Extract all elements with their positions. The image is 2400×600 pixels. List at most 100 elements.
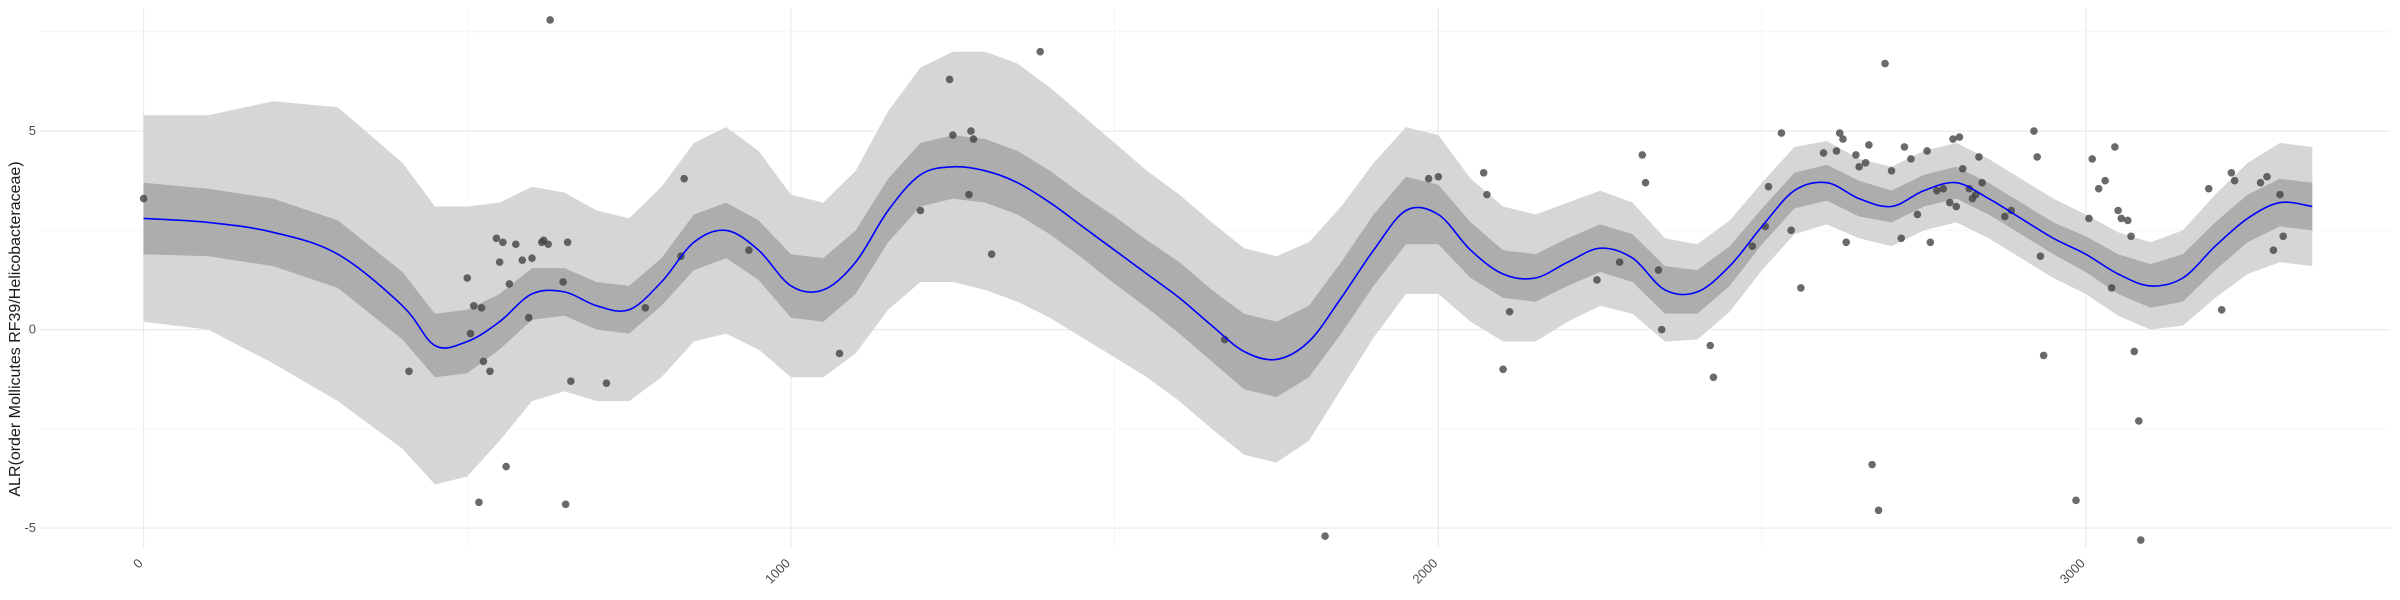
data-point xyxy=(1657,325,1666,334)
data-point xyxy=(1933,186,1941,195)
y-axis-title: ALR(order Mollicutes RF39/Helicobacterac… xyxy=(7,161,24,496)
y-tick-label: 0 xyxy=(29,322,36,337)
data-point xyxy=(1748,242,1757,251)
data-point xyxy=(559,278,567,286)
y-tick-label: 5 xyxy=(29,123,36,138)
data-point xyxy=(969,135,978,143)
data-point xyxy=(949,131,957,139)
data-point xyxy=(466,329,475,338)
smooth-trend-line xyxy=(143,165,2313,361)
data-point xyxy=(680,174,688,183)
data-point xyxy=(1923,147,1931,155)
data-point xyxy=(1868,460,1876,469)
data-point xyxy=(835,349,844,358)
data-point xyxy=(1654,266,1663,274)
data-point xyxy=(1881,59,1889,68)
data-point xyxy=(475,498,483,507)
data-point xyxy=(1861,159,1870,167)
data-point xyxy=(1874,506,1883,515)
data-point xyxy=(2230,176,2239,185)
data-point xyxy=(2036,252,2045,260)
data-point xyxy=(505,280,514,288)
data-point xyxy=(2030,127,2038,135)
data-point xyxy=(2135,417,2143,425)
data-point xyxy=(745,246,753,255)
data-point xyxy=(1897,234,1906,243)
data-point xyxy=(2263,172,2271,181)
data-point xyxy=(512,240,520,249)
data-point xyxy=(967,127,975,135)
data-point xyxy=(1483,190,1491,199)
data-point xyxy=(1424,174,1433,183)
data-point xyxy=(1835,129,1844,137)
data-point xyxy=(499,238,507,247)
data-point xyxy=(2276,190,2284,199)
data-point xyxy=(1434,172,1443,181)
data-point xyxy=(1958,165,1967,173)
data-point xyxy=(2072,496,2080,505)
data-point xyxy=(602,379,611,388)
data-point xyxy=(561,500,570,509)
data-point xyxy=(1900,143,1909,151)
data-point xyxy=(2217,305,2226,314)
data-point xyxy=(2269,246,2278,255)
data-points xyxy=(139,16,2287,544)
data-point xyxy=(2114,206,2122,215)
data-point xyxy=(1852,151,1860,159)
data-point xyxy=(1479,168,1488,177)
data-point xyxy=(1638,151,1647,159)
data-point xyxy=(1926,238,1935,247)
data-point xyxy=(916,206,925,215)
data-point xyxy=(2136,536,2145,544)
data-point xyxy=(2039,351,2048,360)
confidence-bands xyxy=(143,51,2313,485)
data-point xyxy=(1832,147,1841,155)
data-point xyxy=(492,234,501,243)
inner-confidence-band xyxy=(143,135,2313,398)
data-point xyxy=(2227,168,2236,177)
data-point xyxy=(1952,202,1961,211)
data-point xyxy=(2094,184,2103,193)
data-point xyxy=(1945,198,1954,207)
data-point xyxy=(1949,135,1957,143)
data-point xyxy=(518,256,527,264)
data-point xyxy=(544,240,552,249)
data-point xyxy=(2127,232,2135,241)
data-point xyxy=(1505,307,1514,316)
x-tick-label: 0 xyxy=(130,556,146,572)
data-point xyxy=(1865,141,1873,149)
data-point xyxy=(1777,129,1786,137)
data-point xyxy=(1887,166,1896,175)
data-point xyxy=(1641,178,1650,187)
data-point xyxy=(1499,365,1507,374)
data-point xyxy=(1036,47,1045,56)
data-point xyxy=(2088,155,2097,163)
outer-confidence-band xyxy=(143,51,2313,485)
data-point xyxy=(477,303,486,312)
data-point xyxy=(987,250,996,258)
data-point xyxy=(469,301,478,310)
data-point xyxy=(2130,347,2139,356)
data-point xyxy=(1955,133,1964,141)
x-tick-label: 2000 xyxy=(1409,556,1440,587)
data-point xyxy=(1907,155,1915,163)
data-point xyxy=(2107,284,2116,292)
data-point xyxy=(567,377,575,386)
data-point xyxy=(1913,210,1922,219)
data-point xyxy=(524,313,533,322)
data-point xyxy=(1939,184,1948,193)
data-point xyxy=(1839,135,1847,143)
data-point xyxy=(1819,149,1828,157)
data-point xyxy=(2256,178,2265,187)
data-point xyxy=(2101,176,2109,185)
data-point xyxy=(546,16,554,24)
data-point xyxy=(1615,258,1624,266)
data-point xyxy=(528,254,536,262)
data-point xyxy=(641,303,650,312)
data-point xyxy=(1787,226,1795,235)
data-point xyxy=(2124,216,2132,225)
x-tick-label: 3000 xyxy=(2057,556,2088,587)
data-point xyxy=(1978,178,1986,187)
